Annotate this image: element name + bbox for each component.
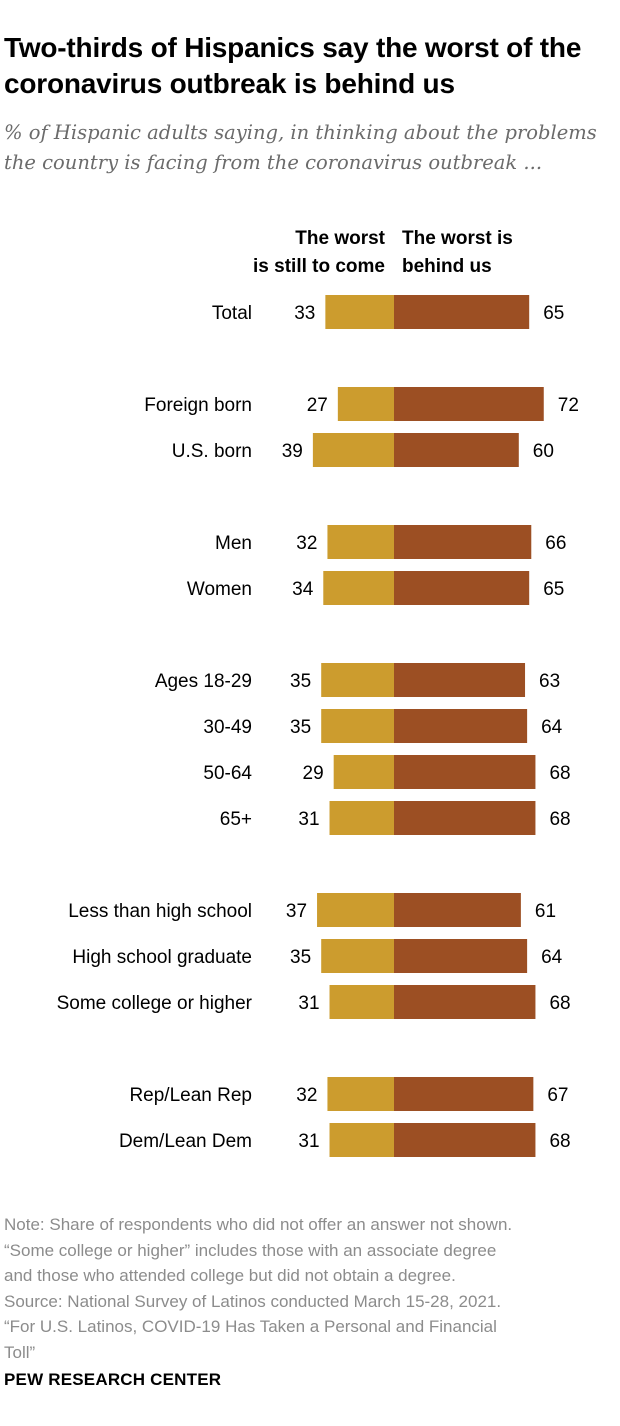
- pew-logo-text: PEW RESEARCH CENTER: [4, 1370, 222, 1389]
- report-title-line: “For U.S. Latinos, COVID-19 Has Taken a …: [4, 1317, 497, 1336]
- bar-behind-us: [394, 525, 532, 559]
- footnote: Note: Share of respondents who did not o…: [4, 1212, 616, 1365]
- bar-behind-us: [394, 433, 519, 467]
- bar-worst-to-come: [321, 709, 394, 743]
- category-label: 30-49: [203, 717, 252, 738]
- category-label: Rep/Lean Rep: [129, 1085, 252, 1106]
- value-label-worst-to-come: 27: [307, 395, 328, 416]
- category-label: Less than high school: [68, 901, 252, 922]
- value-label-behind-us: 68: [549, 763, 570, 784]
- bar-behind-us: [394, 1123, 536, 1157]
- value-label-worst-to-come: 33: [294, 303, 315, 324]
- bar-worst-to-come: [329, 985, 394, 1019]
- category-label: Women: [187, 579, 252, 600]
- bar-behind-us: [394, 663, 526, 697]
- bar-behind-us: [394, 1077, 534, 1111]
- value-label-behind-us: 72: [558, 395, 579, 416]
- value-label-worst-to-come: 31: [298, 993, 319, 1014]
- category-label: 50-64: [203, 763, 252, 784]
- value-label-worst-to-come: 32: [296, 1085, 317, 1106]
- value-label-behind-us: 63: [539, 671, 560, 692]
- bar-behind-us: [394, 571, 530, 605]
- note-line: and those who attended college but did n…: [4, 1266, 456, 1285]
- value-label-worst-to-come: 34: [292, 579, 314, 600]
- category-label: Total: [212, 303, 252, 324]
- bar-worst-to-come: [323, 571, 394, 605]
- note-line: Note: Share of respondents who did not o…: [4, 1215, 513, 1234]
- value-label-behind-us: 64: [541, 717, 563, 738]
- source-line: Source: National Survey of Latinos condu…: [4, 1291, 502, 1311]
- bar-behind-us: [394, 985, 536, 1019]
- bar-worst-to-come: [337, 387, 394, 421]
- bar-worst-to-come: [312, 433, 394, 467]
- chart-title: Two-thirds of Hispanics say the worst of…: [4, 32, 582, 99]
- value-label-worst-to-come: 31: [298, 1131, 319, 1152]
- header-behind-us-line: The worst is: [402, 228, 513, 249]
- value-label-behind-us: 68: [549, 1131, 570, 1152]
- value-label-worst-to-come: 32: [296, 533, 317, 554]
- note-line: “Some college or higher” includes those …: [4, 1240, 497, 1260]
- bar-worst-to-come: [333, 755, 394, 789]
- bar-behind-us: [394, 893, 521, 927]
- value-label-worst-to-come: 39: [282, 441, 303, 462]
- value-label-worst-to-come: 35: [290, 947, 311, 968]
- category-label: Foreign born: [144, 395, 252, 416]
- header-worst-to-come-line: The worst: [295, 228, 385, 249]
- header-behind-us-line: behind us: [402, 256, 492, 277]
- bar-worst-to-come: [321, 939, 394, 973]
- value-label-behind-us: 68: [549, 993, 570, 1014]
- category-label: Men: [215, 533, 252, 554]
- value-label-worst-to-come: 35: [290, 717, 311, 738]
- value-label-behind-us: 65: [543, 303, 564, 324]
- bar-worst-to-come: [317, 893, 394, 927]
- value-label-behind-us: 60: [533, 441, 554, 462]
- bar-worst-to-come: [327, 1077, 394, 1111]
- chart-subtitle: % of Hispanic adults saying, in thinking…: [4, 121, 597, 174]
- category-label: Dem/Lean Dem: [119, 1131, 252, 1152]
- bar-behind-us: [394, 939, 528, 973]
- value-label-worst-to-come: 31: [298, 809, 319, 830]
- category-label: High school graduate: [72, 947, 252, 968]
- bar-worst-to-come: [329, 1123, 394, 1157]
- bar-worst-to-come: [327, 525, 394, 559]
- header-worst-to-come-line: is still to come: [253, 256, 385, 277]
- value-label-worst-to-come: 37: [286, 901, 307, 922]
- value-label-behind-us: 66: [545, 533, 566, 554]
- category-label: 65+: [220, 809, 252, 830]
- value-label-behind-us: 67: [547, 1085, 568, 1106]
- value-label-behind-us: 65: [543, 579, 564, 600]
- value-label-worst-to-come: 35: [290, 671, 311, 692]
- category-label: U.S. born: [172, 441, 252, 462]
- value-label-worst-to-come: 29: [303, 763, 324, 784]
- bar-worst-to-come: [329, 801, 394, 835]
- bar-behind-us: [394, 709, 528, 743]
- bar-behind-us: [394, 801, 536, 835]
- category-label: Ages 18-29: [155, 671, 252, 692]
- bar-worst-to-come: [325, 295, 394, 329]
- bar-behind-us: [394, 387, 544, 421]
- value-label-behind-us: 68: [549, 809, 570, 830]
- bar-behind-us: [394, 755, 536, 789]
- diverging-bar-chart: The worst is still to come The worst is beh…: [57, 228, 579, 1157]
- bar-behind-us: [394, 295, 530, 329]
- value-label-behind-us: 61: [535, 901, 556, 922]
- report-title-line: Toll”: [4, 1342, 36, 1362]
- bar-worst-to-come: [321, 663, 394, 697]
- value-label-behind-us: 64: [541, 947, 563, 968]
- category-label: Some college or higher: [57, 993, 253, 1014]
